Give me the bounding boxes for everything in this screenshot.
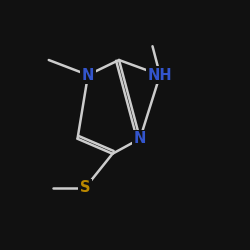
Text: N: N [134, 131, 146, 146]
Text: N: N [82, 68, 94, 82]
Text: NH: NH [148, 68, 172, 82]
Text: S: S [80, 180, 90, 196]
